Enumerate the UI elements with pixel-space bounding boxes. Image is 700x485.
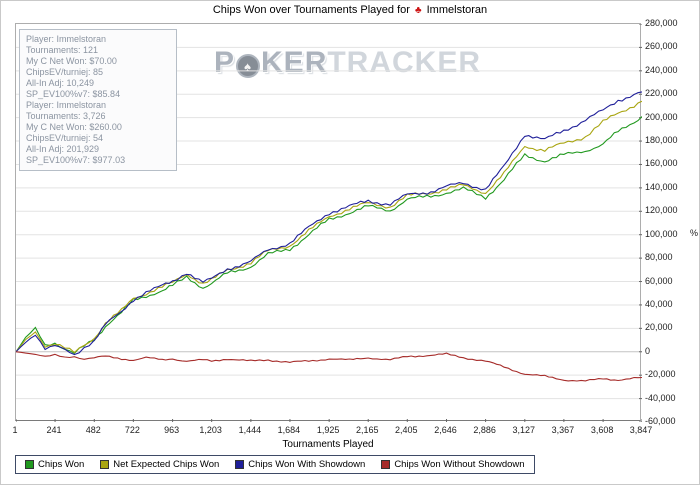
watermark-text-tracker: TRACKER — [327, 46, 482, 79]
tooltip-line: My C Net Won: $260.00 — [26, 122, 122, 132]
tooltip-line: ChipsEV/turniej: 85 — [26, 67, 104, 77]
tooltip-line: Tournaments: 121 — [26, 45, 99, 55]
y-tick-label: 80,000 — [645, 252, 673, 263]
legend-swatch — [100, 460, 110, 469]
legend-swatch — [381, 460, 391, 469]
y-tick-label: 180,000 — [645, 135, 678, 146]
watermark-text-ker: KER — [261, 46, 328, 79]
x-tick-label: 2,165 — [355, 425, 379, 435]
tooltip-line: Player: Immelstoran — [26, 34, 107, 44]
x-tick-label: 1,444 — [238, 425, 262, 435]
x-tick-label: 3,847 — [629, 425, 653, 435]
x-tick-label: 1 — [12, 425, 18, 435]
x-tick-label: 3,127 — [512, 425, 536, 435]
x-tick-label: 2,646 — [434, 425, 457, 435]
x-tick-label: 3,367 — [551, 425, 575, 435]
y-tick-label: 120,000 — [645, 205, 678, 216]
spade-icon: ♠ — [244, 59, 252, 74]
series-net-expected-chips-won — [16, 100, 642, 354]
stats-tooltip: Player: Immelstoran Tournaments: 121 My C … — [19, 29, 177, 171]
y-tick-label: 160,000 — [645, 158, 678, 169]
y-tick-label: 220,000 — [645, 88, 678, 99]
legend-swatch — [235, 460, 245, 469]
y-axis-labels: -60,000 -40,000 -20,000 0 20,000 40,000 60,000… — [645, 18, 699, 426]
y-tick-label: 200,000 — [645, 111, 678, 122]
legend-item: Net Expected Chips Won — [100, 459, 219, 470]
x-tick-label: 722 — [124, 425, 140, 435]
y-tick-label: 20,000 — [645, 322, 673, 333]
x-tick-label: 2,886 — [473, 425, 496, 435]
legend-swatch — [25, 460, 34, 469]
legend-label: Chips Won Without Showdown — [394, 459, 525, 470]
x-tick-label: 3,608 — [590, 425, 614, 435]
legend-label: Net Expected Chips Won — [113, 459, 220, 470]
legend-item: Chips Won With Showdown — [235, 459, 365, 470]
x-tick-label: 482 — [85, 425, 101, 435]
legend: Chips Won Net Expected Chips Won Chips Won… — [15, 455, 535, 474]
x-tick-label: 1,925 — [316, 425, 340, 435]
series-chips-won-without-showdown — [16, 351, 642, 382]
x-tick-label: 2,405 — [395, 425, 418, 435]
y-tick-label: -20,000 — [645, 369, 676, 380]
x-axis-labels: 1 241 482 722 963 1,203 1,444 1,684 1,925 2,165 2,… — [12, 425, 652, 435]
pokertracker-suit-icon: ♣ — [415, 5, 422, 16]
tooltip-line: My C Net Won: $70.00 — [26, 56, 117, 66]
y-tick-label: -60,000 — [645, 416, 676, 426]
y-tick-label: 100,000 — [645, 228, 678, 239]
y-tick-label: 0 — [645, 345, 651, 356]
y-axis-unit: % — [690, 228, 699, 238]
y-tick-label: 40,000 — [645, 298, 673, 309]
legend-item: Chips Won Without Showdown — [381, 459, 525, 470]
tooltip-line: ChipsEV/turniej: 54 — [26, 133, 104, 143]
chart-title: Chips Won over Tournaments Played for ♣ … — [1, 4, 699, 16]
x-tick-label: 241 — [46, 425, 62, 435]
tooltip-line: Player: Immelstoran — [26, 100, 107, 110]
x-axis-title: Tournaments Played — [282, 439, 374, 450]
legend-item: Chips Won — [25, 459, 84, 470]
tooltip-line: Tournaments: 3,726 — [26, 111, 106, 121]
y-tick-label: -40,000 — [645, 392, 676, 403]
x-tick-label: 1,203 — [199, 425, 222, 435]
y-tick-label: 240,000 — [645, 64, 678, 75]
plot-area[interactable]: P ♠ KERTRACKER Player: Immelstoran Tourname… — [15, 23, 642, 422]
pokertracker-logo-icon: ♠ — [236, 54, 261, 78]
y-tick-label: 280,000 — [645, 18, 678, 28]
pokertracker-watermark: P ♠ KERTRACKER — [214, 46, 481, 80]
tooltip-line: SP_EV100%v7: $977.03 — [26, 155, 126, 165]
tooltip-line: SP_EV100%v7: $85.84 — [26, 89, 121, 99]
legend-label: Chips Won With Showdown — [248, 459, 366, 470]
tooltip-line: All-In Adj: 10,249 — [26, 78, 95, 88]
legend-label: Chips Won — [38, 459, 85, 470]
y-tick-label: 140,000 — [645, 181, 678, 192]
series-chips-won-with-showdown — [16, 91, 642, 356]
y-tick-label: 260,000 — [645, 41, 678, 52]
x-tick-label: 1,684 — [277, 425, 301, 435]
tooltip-line: All-In Adj: 201,929 — [26, 144, 100, 154]
x-tick-label: 963 — [164, 425, 180, 435]
chart-title-text: Chips Won over Tournaments Played for — [212, 4, 410, 16]
chart-title-player: Immelstoran — [426, 4, 488, 16]
y-tick-label: 60,000 — [645, 275, 673, 286]
